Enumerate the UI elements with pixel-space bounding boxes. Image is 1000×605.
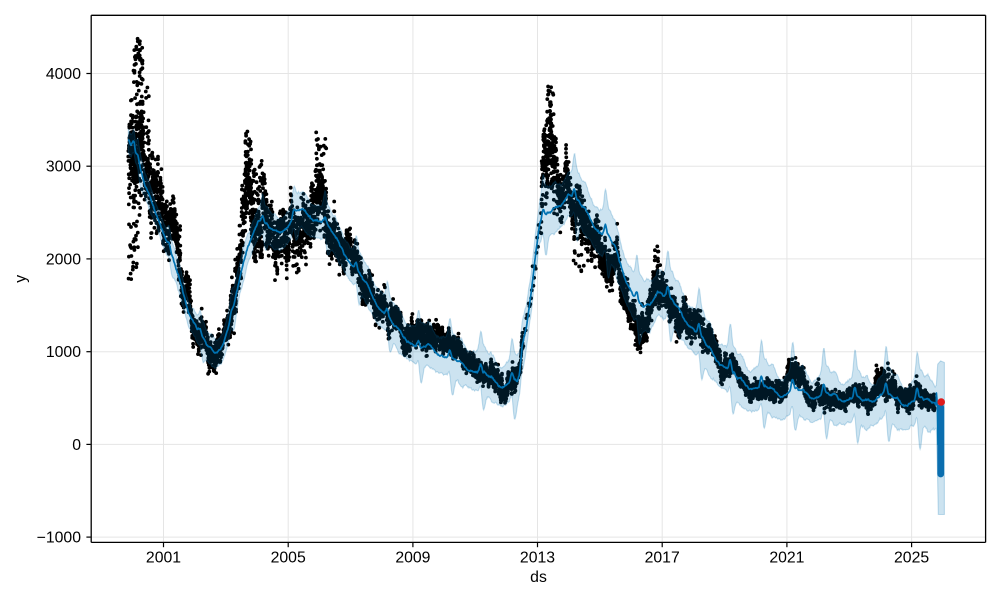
svg-text:−1000: −1000	[37, 530, 82, 547]
svg-text:ds: ds	[530, 569, 547, 586]
svg-text:4000: 4000	[46, 66, 81, 83]
svg-text:1000: 1000	[46, 344, 81, 361]
svg-text:2000: 2000	[46, 251, 81, 268]
svg-text:y: y	[13, 275, 30, 283]
svg-text:2013: 2013	[520, 549, 555, 566]
svg-text:3000: 3000	[46, 159, 81, 176]
svg-text:0: 0	[72, 437, 81, 454]
svg-text:2009: 2009	[395, 549, 430, 566]
svg-text:2017: 2017	[645, 549, 680, 566]
svg-text:2025: 2025	[894, 549, 929, 566]
svg-text:2021: 2021	[769, 549, 804, 566]
svg-text:2001: 2001	[146, 549, 181, 566]
svg-text:2005: 2005	[271, 549, 306, 566]
